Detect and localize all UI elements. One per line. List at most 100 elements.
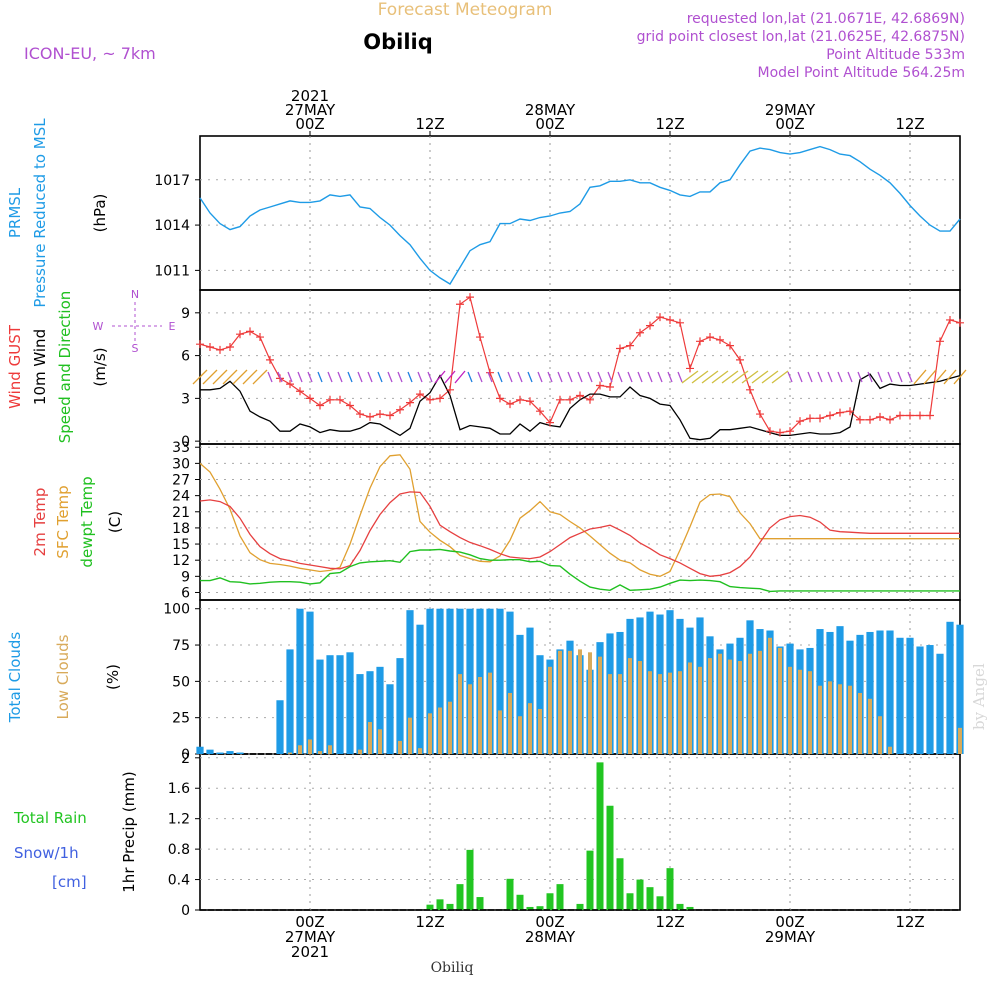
total-cloud-bar [926,645,934,754]
low-cloud-bar [858,692,862,754]
wind-direction-arrow [477,371,483,383]
total-cloud-bar [296,608,304,754]
wind-direction-arrow [357,371,363,383]
low-cloud-bar [598,656,602,754]
gust-marker [916,411,924,420]
gust-marker [346,401,354,410]
low-cloud-bar [688,662,692,754]
requested-lonlat: requested lon,lat (21.0671E, 42.6869N) [687,11,965,27]
tick-label: 1.2 [168,812,190,828]
wind-direction-arrow [877,371,883,383]
wind-direction-arrow [232,369,248,385]
low-cloud-bar [558,650,562,754]
wind-direction-arrow [627,371,633,383]
wind-direction-arrow [701,370,719,384]
gust-marker [596,381,604,390]
top-time-label: 00Z [535,115,564,133]
temp-2m-line [199,491,960,577]
tick-label: 6 [181,349,190,365]
low-cloud-bar [698,666,702,754]
rain-bar [606,805,614,910]
gust-marker [376,410,384,419]
gust-marker [606,382,614,391]
gust-marker [566,395,574,404]
low-cloud-bar [518,716,522,754]
top-time-label: 28MAY [525,101,576,119]
wind-direction-arrow [202,369,218,385]
bottom-time-label: 00Z [775,913,804,931]
footer-location: Obiliq [431,960,474,976]
wind-direction-arrow [317,371,323,383]
gust-marker [556,395,564,404]
wind-direction-arrow [434,370,446,384]
wind-direction-arrow [487,371,493,383]
wind-direction-arrow [607,371,613,383]
wind-direction-arrow [212,369,228,385]
rain-bar [616,858,624,910]
total-cloud-bar [936,653,944,754]
low-cloud-bar [328,745,332,754]
low-cloud-bar [878,716,882,754]
low-cloud-bar [748,653,752,754]
tick-label: 50 [172,674,190,690]
wind-direction-arrow [677,371,683,383]
wind-direction-arrow [771,370,789,384]
low-cloud-bar [768,637,772,754]
gust-marker [256,333,264,342]
low-cloud-bar [888,746,892,754]
wind-direction-arrow [397,371,403,383]
tick-label: 21 [172,505,190,521]
total-cloud-bar [336,655,344,754]
bottom-time-label: 00Z [535,913,564,931]
total-cloud-bar [466,608,474,754]
tick-label: 0 [181,434,190,450]
tick-label: 2 [181,751,190,767]
low-cloud-bar [408,717,412,754]
panel-frame-precip [199,753,961,911]
wind-direction-arrow [761,370,779,384]
credit: by Angel [970,663,988,730]
wind-direction-arrow [797,371,803,383]
bottom-time-label: 12Z [655,913,684,931]
unit-label: (m/s) [91,347,109,386]
gust-marker [366,412,374,421]
wind-direction-arrow [557,371,563,383]
low-cloud-bar [588,652,592,754]
gust-marker [336,395,344,404]
panel-label: 10m Wind [31,329,49,405]
wind-direction-arrow [427,371,433,383]
wind-direction-arrow [454,370,466,384]
wind-direction-arrow [567,371,573,383]
low-cloud-bar [438,707,442,754]
gust-marker [426,395,434,404]
low-cloud-bar [668,672,672,754]
gust-marker [836,408,844,417]
top-time-label: 27MAY [285,101,336,119]
gust-marker [286,380,294,389]
gust-marker [216,345,224,354]
gust-marker [906,411,914,420]
gust-marker [446,385,454,394]
wind-direction-arrow [657,371,663,383]
gust-marker [666,315,674,324]
gust-marker [756,410,764,419]
total-cloud-bar [316,659,324,754]
total-cloud-bar [406,610,414,754]
bottom-time-label: 29MAY [765,928,816,946]
low-cloud-bar [658,674,662,754]
gust-marker [196,340,204,349]
panel-label: Wind GUST [6,324,24,409]
gust-marker [206,343,214,352]
gust-marker [436,394,444,403]
total-cloud-bar [916,646,924,754]
low-cloud-bar [808,671,812,754]
panel-label: 2m Temp [31,488,49,557]
gust-marker [746,385,754,394]
low-cloud-bar [578,649,582,754]
total-cloud-bar [886,630,894,754]
location-title: Obiliq [363,30,433,54]
low-cloud-bar [538,708,542,754]
total-cloud-bar [396,658,404,754]
low-cloud-bar [548,666,552,754]
low-cloud-bar [828,681,832,754]
